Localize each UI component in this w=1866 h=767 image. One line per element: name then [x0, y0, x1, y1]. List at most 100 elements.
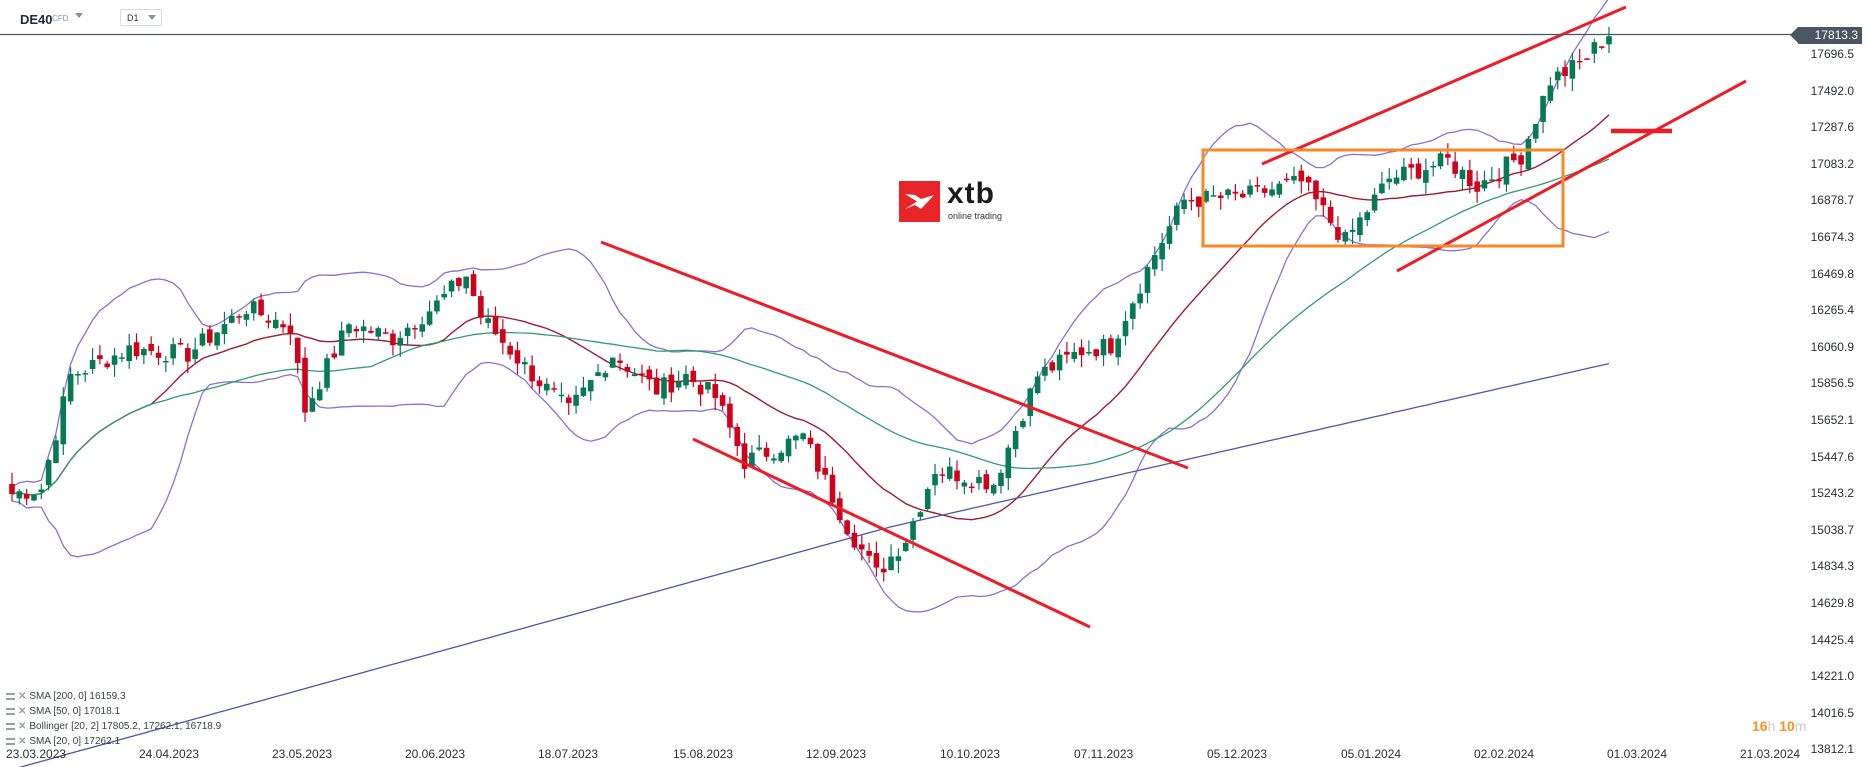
bollinger-upper-line: [11, 0, 1609, 488]
candle: [602, 373, 609, 378]
y-tick-label: 17287.6: [1810, 120, 1854, 135]
candle: [60, 396, 67, 445]
ascending-channel-lower-line[interactable]: [1396, 79, 1747, 273]
timeframe-value: D1: [127, 13, 139, 23]
ascending-channel-upper-line[interactable]: [1261, 5, 1627, 166]
candle: [1313, 180, 1319, 200]
candle: [412, 328, 418, 330]
candle: [1606, 36, 1612, 45]
candle: [478, 296, 484, 318]
candle: [1027, 388, 1034, 417]
consolidation-rectangle[interactable]: [1201, 148, 1565, 248]
close-icon[interactable]: ✕: [18, 706, 27, 717]
x-tick-label: 23.03.2023: [6, 747, 67, 761]
candle: [558, 394, 565, 397]
candle: [485, 318, 491, 323]
candle: [353, 329, 360, 332]
close-icon[interactable]: ✕: [18, 736, 27, 747]
candle: [800, 433, 806, 440]
candle: [910, 521, 916, 540]
settings-icon[interactable]: [6, 737, 15, 745]
candle: [53, 440, 59, 464]
candle-countdown: 16h 10m: [1752, 718, 1807, 734]
candle: [727, 403, 733, 428]
candle: [976, 477, 982, 484]
candle: [250, 301, 257, 314]
descending-channel-upper-line[interactable]: [600, 240, 1189, 470]
settings-icon[interactable]: [6, 722, 15, 730]
candle: [324, 358, 330, 388]
candle: [609, 357, 616, 368]
candle: [1584, 58, 1590, 60]
candle: [785, 438, 792, 457]
candle: [1591, 42, 1598, 54]
candle: [9, 483, 15, 494]
candle: [873, 553, 880, 568]
candle: [551, 388, 557, 390]
candle: [1034, 376, 1041, 394]
candle: [529, 365, 535, 382]
bollinger-lower-line: [11, 199, 1610, 613]
close-icon[interactable]: ✕: [18, 691, 27, 702]
y-tick-label: 14016.5: [1810, 705, 1854, 720]
candle: [924, 489, 931, 509]
candle: [880, 568, 887, 573]
candle: [97, 355, 103, 360]
candle: [1130, 303, 1136, 319]
candle: [1576, 60, 1583, 63]
candle: [441, 293, 448, 298]
candle: [1049, 362, 1056, 371]
settings-icon[interactable]: [6, 707, 15, 715]
y-tick-label: 16060.9: [1810, 339, 1854, 354]
candle: [668, 374, 675, 393]
drawings[interactable]: [600, 5, 1747, 629]
legend-bollinger[interactable]: ✕ Bollinger [20, 2] 17805.2, 17262.1, 167…: [6, 721, 221, 732]
candle: [390, 333, 396, 346]
candle: [228, 315, 235, 323]
candle: [214, 332, 220, 346]
candle: [492, 316, 499, 335]
legend-sma200[interactable]: ✕ SMA [200, 0] 16159.3: [6, 691, 126, 702]
candle: [1298, 170, 1305, 182]
candle: [961, 482, 968, 487]
candle: [1239, 193, 1246, 198]
candle: [507, 345, 513, 355]
timeframe-select[interactable]: D1: [120, 9, 162, 26]
candle: [1393, 177, 1400, 184]
candle: [104, 363, 111, 368]
x-tick-label: 15.08.2023: [673, 747, 734, 761]
y-tick-label: 15243.2: [1810, 486, 1854, 501]
symbol-selector[interactable]: DE40: [20, 12, 53, 27]
candle: [382, 332, 389, 334]
candle: [858, 544, 865, 550]
x-tick-label: 02.02.2024: [1474, 747, 1535, 761]
candle: [89, 360, 96, 369]
chevron-down-icon[interactable]: [75, 13, 83, 18]
candle: [1203, 190, 1209, 202]
candle: [1320, 197, 1327, 206]
candle: [741, 443, 748, 469]
close-icon[interactable]: ✕: [18, 721, 27, 732]
candle: [1496, 179, 1502, 182]
candle: [500, 329, 506, 343]
candle: [1020, 421, 1026, 427]
candle: [1488, 179, 1495, 181]
candle: [683, 373, 689, 386]
candle: [470, 274, 477, 297]
settings-icon[interactable]: [6, 692, 15, 700]
candle: [1232, 191, 1239, 194]
candle: [624, 367, 631, 372]
candle: [580, 387, 587, 396]
candle: [404, 327, 411, 336]
candle: [23, 493, 30, 499]
candle: [1445, 154, 1451, 158]
candle: [705, 382, 711, 390]
legend-sma50[interactable]: ✕ SMA [50, 0] 17018.1: [6, 706, 120, 717]
candle: [1078, 347, 1085, 356]
legend-sma20[interactable]: ✕ SMA [20, 0] 17262.1: [6, 736, 120, 747]
y-tick-label: 16469.8: [1810, 266, 1854, 281]
candle: [763, 447, 770, 457]
candle: [1217, 195, 1224, 198]
descending-channel-lower-line[interactable]: [692, 437, 1091, 629]
